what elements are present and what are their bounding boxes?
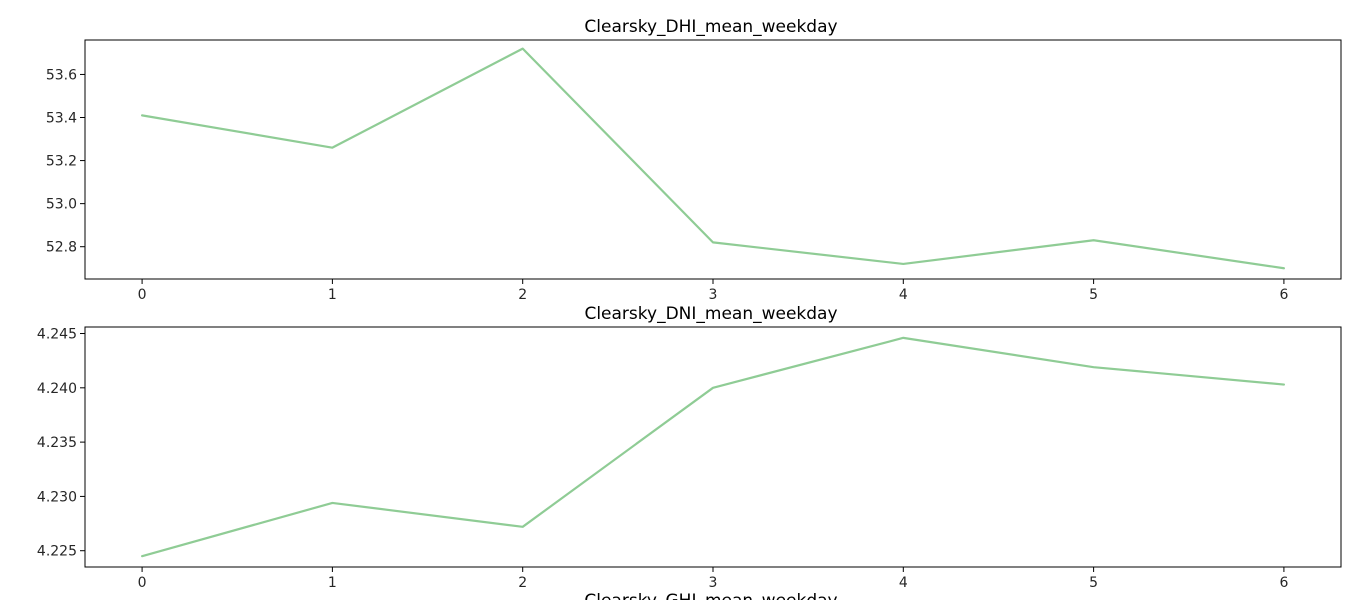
- chart-title: Clearsky_GHI_mean_weekday: [584, 591, 837, 600]
- x-tick-label: 1: [328, 287, 337, 303]
- y-axis-ticks: 52.8 53.0 53.2 53.4 53.6: [46, 67, 85, 256]
- y-tick-label: 53.4: [46, 111, 77, 127]
- x-tick-label: 5: [1089, 575, 1098, 591]
- y-tick-label: 52.8: [46, 240, 77, 256]
- x-tick-label: 4: [899, 575, 908, 591]
- x-tick-label: 6: [1279, 287, 1288, 303]
- y-tick-label: 4.225: [37, 544, 77, 560]
- x-tick-label: 3: [709, 287, 718, 303]
- x-tick-label: 3: [709, 575, 718, 591]
- chart-title: Clearsky_DHI_mean_weekday: [584, 17, 837, 37]
- y-tick-label: 4.240: [37, 381, 77, 397]
- y-tick-label: 53.0: [46, 197, 77, 213]
- x-tick-label: 2: [518, 287, 527, 303]
- x-tick-label: 6: [1279, 575, 1288, 591]
- y-tick-label: 4.235: [37, 435, 77, 451]
- x-axis-ticks: 0 1 2 3 4 5 6: [138, 567, 1288, 591]
- subplot-dni: Clearsky_DNI_mean_weekday 4.225 4.230 4.23…: [37, 304, 1342, 591]
- y-axis-ticks: 4.225 4.230 4.235 4.240 4.245: [37, 327, 85, 560]
- subplot-dhi: Clearsky_DHI_mean_weekday 52.853.053.253…: [46, 17, 1342, 303]
- x-tick-label: 5: [1089, 287, 1098, 303]
- x-tick-label: 0: [138, 287, 147, 303]
- x-tick-label: 0: [138, 575, 147, 591]
- x-tick-label: 2: [518, 575, 527, 591]
- x-tick-label: 4: [899, 287, 908, 303]
- chart-title: Clearsky_DNI_mean_weekday: [584, 304, 837, 324]
- data-line: [140, 336, 1286, 558]
- y-tick-label: 4.230: [37, 489, 77, 505]
- x-axis-ticks: 0 1 2 3 4 5 6: [138, 279, 1288, 303]
- x-tick-label: 1: [328, 575, 337, 591]
- y-tick-label: 53.6: [46, 67, 77, 83]
- data-line: [140, 47, 1286, 270]
- subplot-ghi: Clearsky_GHI_mean_weekday: [584, 591, 837, 600]
- y-tick-label: 4.245: [37, 327, 77, 343]
- y-tick-label: 53.2: [46, 154, 77, 170]
